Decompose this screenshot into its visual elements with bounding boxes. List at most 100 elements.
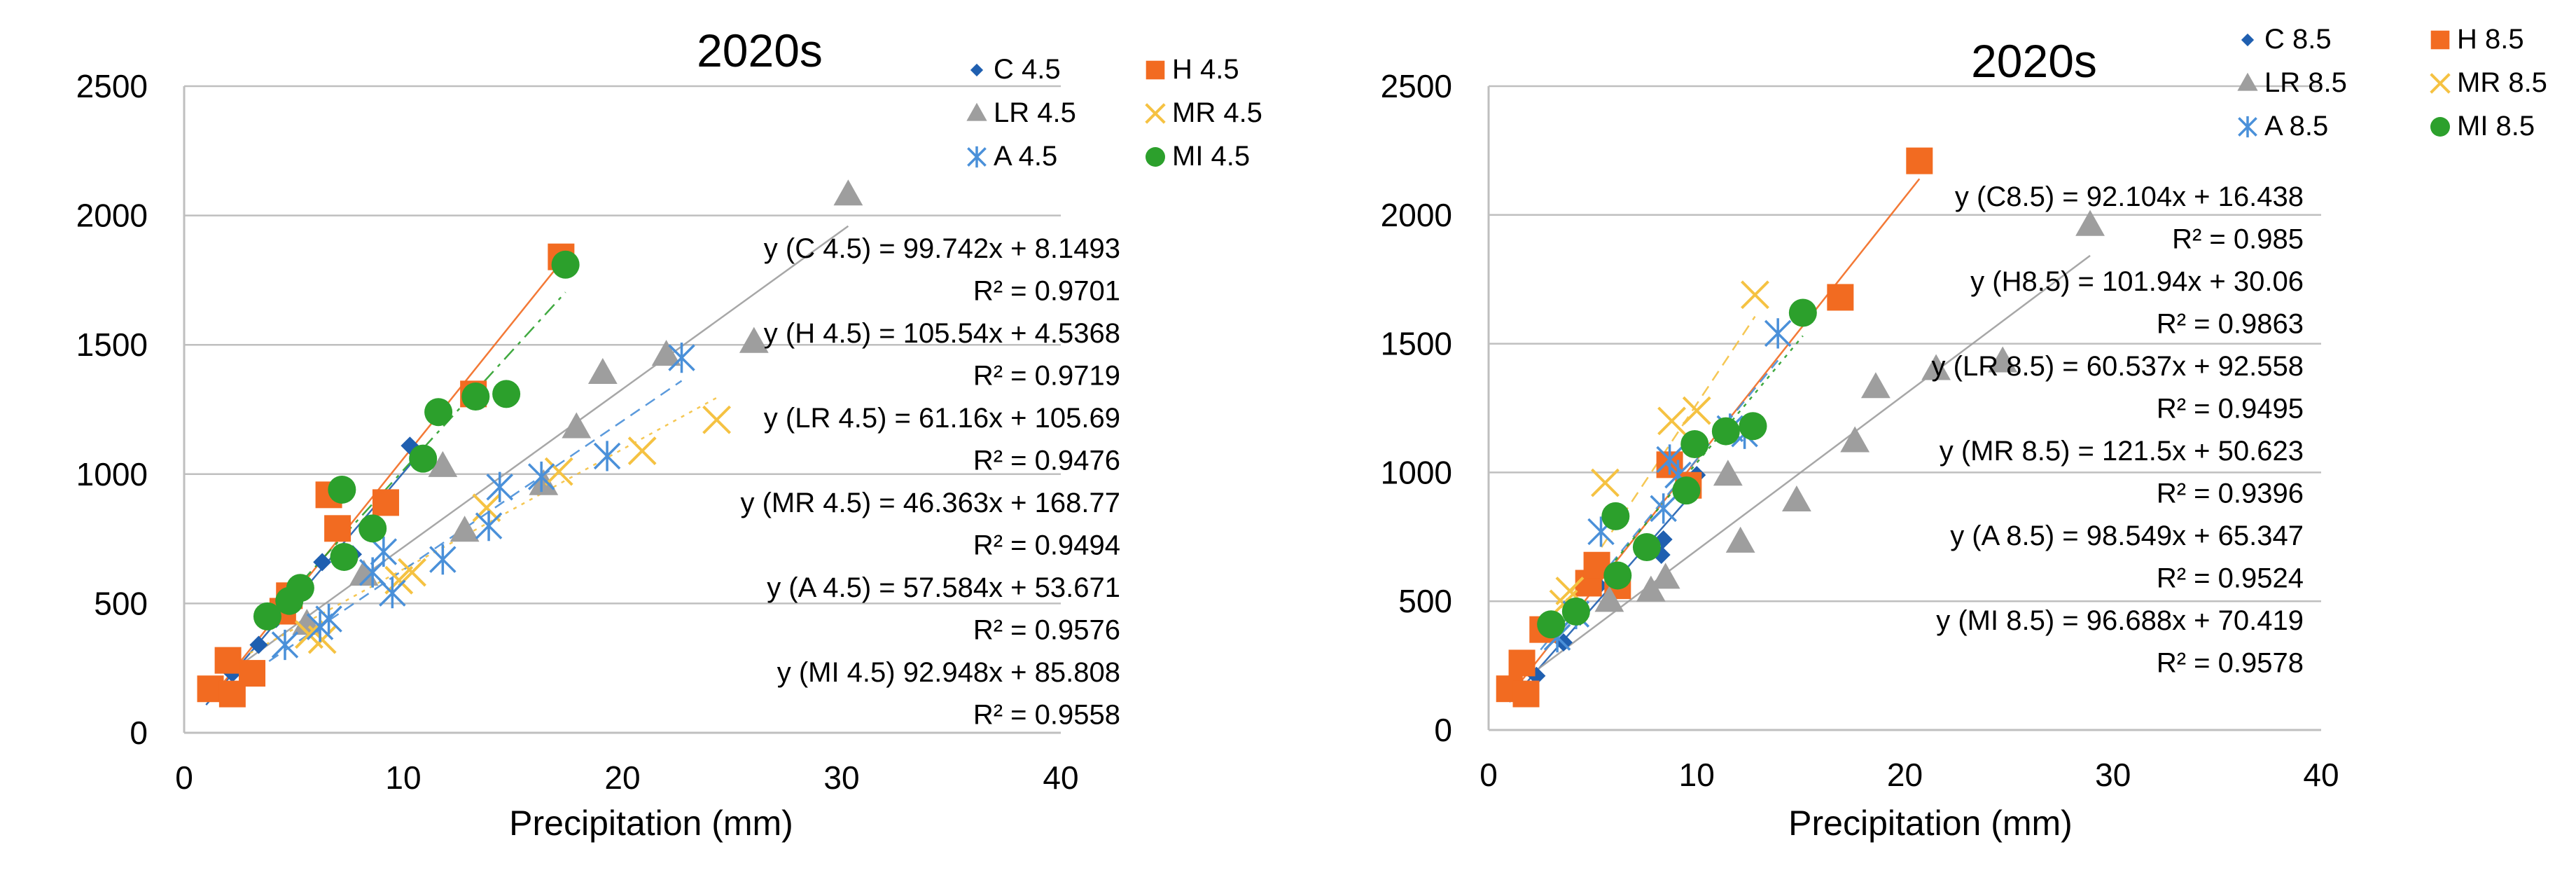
r-squared-label: R² = 0.9576	[973, 615, 1120, 646]
data-point	[315, 603, 342, 635]
data-point	[286, 574, 314, 602]
legend-entry: MI 8.5	[2457, 111, 2535, 142]
data-point	[1512, 680, 1540, 708]
data-point	[349, 559, 379, 586]
x-tick-label: 20	[1887, 757, 1923, 793]
data-point	[472, 493, 501, 523]
data-point	[372, 489, 399, 516]
regression-equation: y (A 8.5) = 98.549x + 65.347	[1950, 521, 2304, 551]
data-point	[627, 436, 657, 465]
regression-equation: y (H 4.5) = 105.54x + 4.5368	[764, 318, 1120, 349]
data-point	[475, 511, 503, 542]
legend-entry: A 4.5	[994, 141, 1057, 172]
data-point	[1672, 476, 1701, 505]
x-tick-label: 10	[385, 759, 421, 796]
y-tick-label: 0	[130, 715, 148, 751]
chart-title: 2020s	[697, 25, 823, 76]
data-point	[1680, 429, 1709, 458]
r-squared-label: R² = 0.985	[2172, 224, 2304, 255]
data-point	[461, 383, 490, 411]
data-point	[562, 412, 592, 439]
legend-marker	[2430, 30, 2450, 50]
data-point	[1682, 396, 1711, 425]
regression-equation: y (C8.5) = 92.104x + 16.438	[1955, 181, 2304, 212]
data-point	[429, 544, 457, 575]
legend-entry: C 4.5	[994, 54, 1061, 85]
regression-equation: y (A 4.5) = 57.584x + 53.671	[767, 572, 1120, 603]
data-point	[1764, 318, 1792, 349]
data-point	[1603, 561, 1632, 590]
y-tick-label: 1000	[1381, 454, 1452, 490]
data-point	[486, 471, 513, 502]
data-point	[739, 326, 769, 353]
data-point	[833, 179, 863, 206]
regression-equation: y (MR 4.5) = 46.363x + 168.77	[740, 488, 1120, 518]
y-tick-label: 500	[1398, 583, 1452, 619]
chart-left-rcp45: 2020s Precipitation (mm) 050010001500200…	[76, 25, 1262, 843]
data-point	[529, 469, 559, 495]
data-point	[249, 635, 268, 654]
data-point	[587, 357, 618, 385]
data-point	[1650, 493, 1677, 524]
data-point	[1657, 406, 1686, 436]
regression-equation: y (LR 8.5) = 60.537x + 92.558	[1932, 351, 2304, 382]
data-point	[313, 553, 332, 572]
data-point	[428, 450, 458, 477]
data-point	[1713, 460, 1743, 486]
legend-marker	[1146, 147, 1165, 167]
legend-marker	[970, 63, 984, 77]
legend-marker	[2430, 73, 2451, 94]
x-tick-label: 10	[1679, 757, 1715, 793]
legend-entry: H 4.5	[1172, 54, 1239, 85]
x-axis-label: Precipitation (mm)	[509, 804, 793, 843]
data-point	[527, 461, 555, 492]
x-tick-label: 20	[604, 759, 640, 796]
data-point	[593, 441, 621, 471]
data-point	[1921, 354, 1951, 380]
data-point	[1788, 298, 1817, 327]
data-point	[1741, 280, 1769, 310]
data-point	[1782, 485, 1811, 512]
x-tick-label: 40	[1043, 759, 1078, 796]
legend-entry: H 8.5	[2457, 24, 2524, 55]
y-tick-label: 1000	[76, 456, 148, 492]
data-point	[492, 380, 521, 408]
data-point	[1594, 586, 1624, 612]
data-point	[450, 516, 480, 542]
legend-entry: C 8.5	[2264, 24, 2332, 55]
r-squared-label: R² = 0.9863	[2157, 309, 2304, 340]
legend-marker	[2430, 117, 2450, 137]
chart-title: 2020s	[1971, 35, 2097, 87]
data-point	[2075, 209, 2105, 236]
r-squared-label: R² = 0.9495	[2157, 394, 2304, 425]
regression-equation: y (MR 8.5) = 121.5x + 50.623	[1940, 436, 2304, 467]
data-point	[271, 629, 299, 661]
data-point	[358, 514, 387, 543]
trendline	[1529, 254, 2091, 676]
regression-equation: y (LR 4.5) = 61.16x + 105.69	[764, 403, 1120, 434]
data-point	[239, 660, 266, 687]
y-tick-label: 1500	[76, 326, 148, 363]
r-squared-label: R² = 0.9476	[973, 446, 1120, 476]
regression-equation: y (H8.5) = 101.94x + 30.06	[1970, 266, 2304, 297]
data-point	[1988, 346, 2018, 373]
legend-entry: MR 8.5	[2457, 67, 2547, 98]
trendline	[227, 225, 849, 675]
data-point	[1561, 597, 1590, 626]
r-squared-label: R² = 0.9578	[2157, 648, 2304, 679]
y-tick-label: 2500	[1381, 68, 1452, 104]
y-tick-label: 500	[94, 585, 148, 621]
data-point	[324, 515, 351, 542]
data-point	[1632, 533, 1661, 562]
trendline	[249, 397, 718, 654]
data-point	[1537, 610, 1566, 639]
y-tick-label: 0	[1434, 712, 1452, 748]
data-point	[1827, 284, 1854, 311]
r-squared-label: R² = 0.9558	[973, 700, 1120, 731]
x-tick-label: 30	[2095, 757, 2131, 793]
legend-marker	[966, 102, 987, 121]
data-point	[1601, 502, 1630, 530]
data-point	[409, 444, 438, 473]
